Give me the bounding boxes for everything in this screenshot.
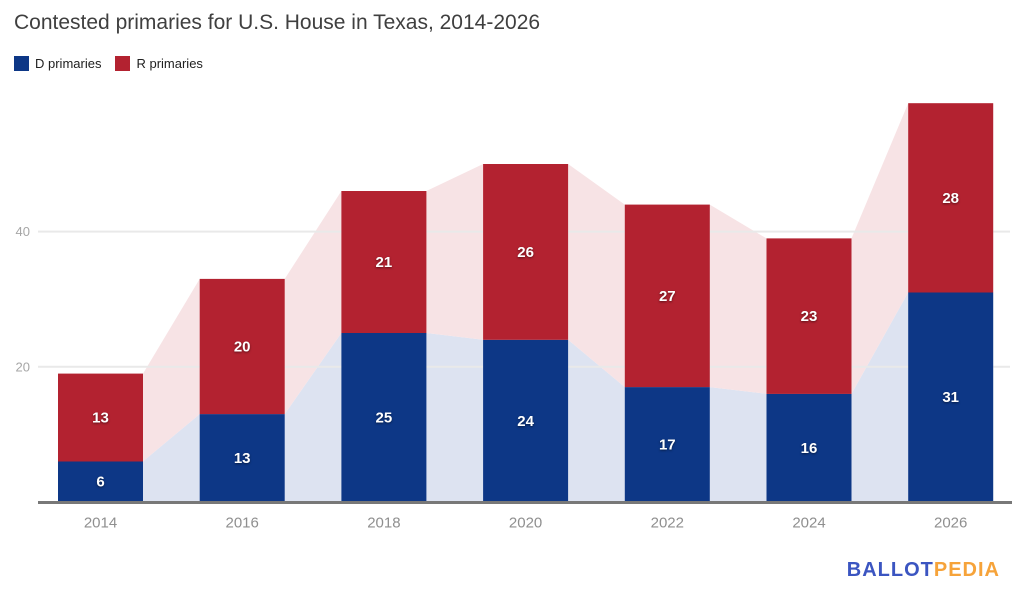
value-label-d-2026: 31	[942, 389, 959, 406]
bar-segment-d-2014[interactable]	[58, 461, 143, 502]
value-label-d-2024: 16	[801, 440, 818, 457]
legend-swatch-d-icon	[14, 56, 29, 71]
y-tick-label-20: 20	[16, 359, 30, 374]
bar-segment-d-2026[interactable]	[908, 292, 994, 502]
chart-title: Contested primaries for U.S. House in Te…	[14, 11, 541, 34]
legend-item-r-primaries: R primaries	[115, 56, 203, 71]
value-label-r-2014: 13	[92, 410, 109, 427]
bar-segment-r-2024[interactable]	[766, 238, 852, 394]
x-tick-label-2014: 2014	[84, 515, 117, 532]
x-tick-label-2018: 2018	[367, 515, 400, 532]
value-label-d-2018: 25	[376, 410, 393, 427]
legend-swatch-r-icon	[115, 56, 131, 71]
bar-segment-r-2020[interactable]	[483, 164, 569, 340]
ballotpedia-logo[interactable]: BALLOTPEDIA	[847, 559, 1000, 582]
x-tick-label-2024: 2024	[792, 515, 825, 532]
legend-label-r: R primaries	[136, 56, 203, 71]
value-label-r-2016: 20	[234, 339, 251, 356]
x-tick-label-2022: 2022	[651, 515, 684, 532]
bar-segment-r-2026[interactable]	[908, 103, 994, 293]
x-tick-label-2026: 2026	[934, 515, 967, 532]
value-label-r-2018: 21	[376, 254, 393, 271]
bar-segment-d-2018[interactable]	[341, 333, 427, 502]
value-label-r-2026: 28	[942, 190, 959, 207]
bar-segment-d-2024[interactable]	[766, 393, 852, 502]
value-label-d-2020: 24	[517, 413, 534, 430]
logo-pedia[interactable]: PEDIA	[933, 559, 1000, 581]
value-label-r-2020: 26	[517, 244, 534, 261]
x-tick-label-2016: 2016	[226, 515, 259, 532]
legend-item-d-primaries: D primaries	[14, 56, 101, 71]
value-label-d-2016: 13	[234, 450, 251, 467]
value-label-d-2022: 17	[659, 437, 676, 454]
bar-segment-r-2016[interactable]	[199, 278, 285, 415]
bar-segment-d-2016[interactable]	[199, 414, 285, 502]
y-tick-label-40: 40	[16, 224, 30, 239]
bar-segment-d-2022[interactable]	[624, 387, 710, 502]
value-label-d-2014: 6	[96, 474, 104, 491]
bar-segment-r-2014[interactable]	[58, 373, 143, 462]
x-tick-label-2020: 2020	[509, 515, 542, 532]
value-label-r-2024: 23	[801, 308, 818, 325]
logo-ballot[interactable]: BALLOT	[846, 559, 934, 581]
bar-segment-r-2018[interactable]	[341, 191, 427, 333]
bar-segment-r-2022[interactable]	[624, 204, 710, 388]
legend: D primaries R primaries	[14, 56, 203, 71]
x-axis-line	[38, 501, 1012, 504]
value-label-r-2022: 27	[659, 288, 676, 305]
bar-segment-d-2020[interactable]	[483, 339, 569, 502]
legend-label-d: D primaries	[35, 56, 102, 71]
